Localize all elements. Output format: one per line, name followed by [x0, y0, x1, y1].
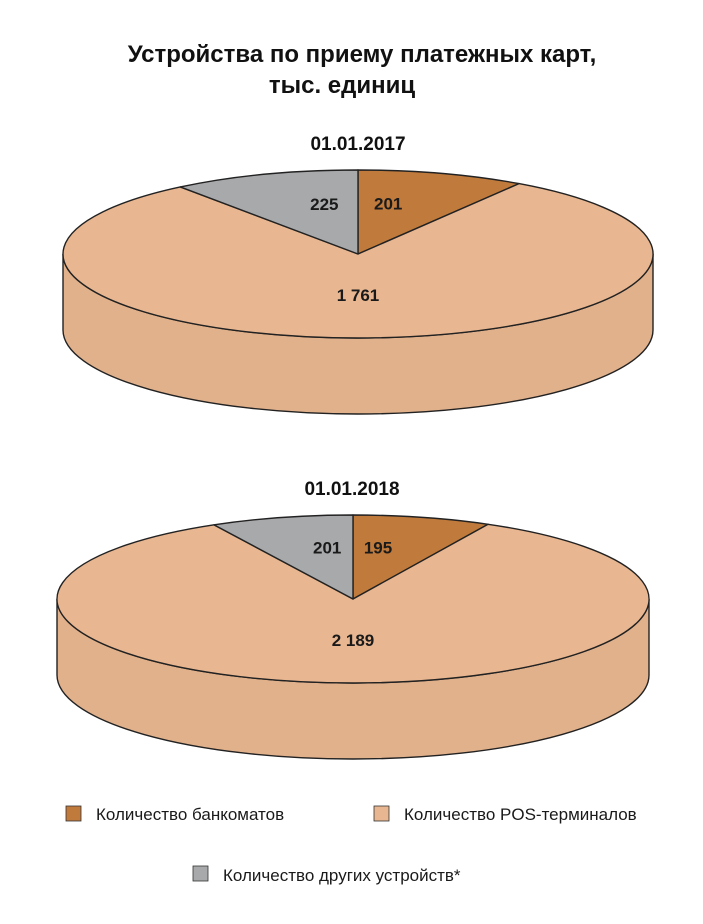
chart-title-line-2: тыс. единиц	[269, 72, 416, 99]
pie-chart-2017: 01.01.2017 201 1 761 225	[62, 134, 654, 415]
data-label-pos-2017: 1 761	[337, 286, 380, 305]
data-label-pos-2018: 2 189	[332, 631, 375, 650]
pie-slice-atm-2018	[352, 514, 489, 600]
pie-slice-pos-2017	[62, 182, 654, 339]
legend-swatch-pos	[373, 805, 390, 822]
pie-chart-2018: 01.01.2018 195 2 189 201	[56, 479, 650, 760]
pie-title-2017: 01.01.2017	[310, 134, 405, 155]
pie-slice-pos-2018	[56, 523, 650, 684]
legend-swatch-atm	[65, 805, 82, 822]
pie-slice-atm-2017	[357, 169, 520, 255]
legend-swatch-other	[192, 865, 209, 882]
chart-title-line-1: Устройства по приему платежных карт,	[128, 41, 597, 68]
data-label-atm-2017: 201	[374, 194, 402, 213]
pie-title-2018: 01.01.2018	[304, 479, 399, 500]
data-label-other-2017: 225	[310, 195, 338, 214]
legend: Количество банкоматов Количество POS-тер…	[65, 805, 637, 885]
legend-label-other: Количество других устройств*	[223, 866, 461, 885]
data-label-atm-2018: 195	[364, 539, 392, 558]
legend-label-pos: Количество POS-терминалов	[404, 805, 637, 824]
pie-slice-other-2018	[213, 514, 354, 600]
pie-slice-other-2017	[179, 169, 359, 255]
data-label-other-2018: 201	[313, 539, 341, 558]
legend-label-atm: Количество банкоматов	[96, 805, 284, 824]
